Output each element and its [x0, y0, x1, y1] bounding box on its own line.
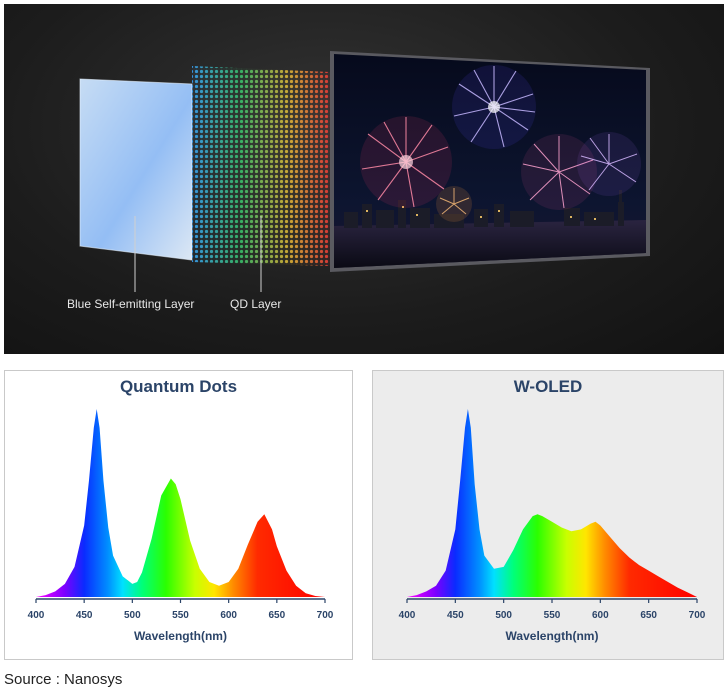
spectrum-area — [407, 409, 697, 597]
x-tick-label: 450 — [447, 610, 464, 621]
x-tick-label: 550 — [544, 610, 561, 621]
x-tick-label: 500 — [124, 610, 141, 621]
x-tick-label: 550 — [172, 610, 189, 621]
x-tick-label: 650 — [640, 610, 657, 621]
chart-title: W-OLED — [513, 377, 583, 396]
x-tick-label: 400 — [399, 610, 416, 621]
blue-layer-label: Blue Self-emitting Layer — [67, 297, 195, 311]
x-axis-title: Wavelength(nm) — [506, 629, 599, 643]
quantum-dots-chart: 400 450 500 550 600 650 700 Wavelength(nm) — [28, 409, 334, 643]
x-tick-label: 700 — [317, 610, 334, 621]
qd-layer-label: QD Layer — [230, 297, 282, 311]
x-axis-title: Wavelength(nm) — [134, 629, 227, 643]
hero-illustration: Blue Self-emitting Layer QD Layer — [4, 4, 724, 354]
x-tick-label: 450 — [76, 610, 93, 621]
x-tick-label: 400 — [28, 610, 45, 621]
x-tick-label: 650 — [268, 610, 285, 621]
quantum-dots-chart-panel: Quantum Dots 400 450 500 550 600 650 700 Wavele… — [4, 370, 353, 660]
fireworks — [360, 65, 641, 222]
w-oled-chart: 400 450 500 550 600 650 700 Wavelength(nm) — [399, 409, 706, 643]
x-tick-label: 500 — [495, 610, 512, 621]
chart-title: Quantum Dots — [119, 377, 238, 396]
blue-layer-panel — [80, 79, 192, 260]
tv-screen — [330, 51, 650, 272]
x-tick-label: 700 — [689, 610, 706, 621]
hero-scene — [79, 51, 650, 292]
spectrum-area — [36, 409, 325, 597]
w-oled-chart-panel: W-OLED 400 450 500 550 600 650 700 Wavelength(n… — [372, 370, 724, 660]
qd-layer-panel — [192, 66, 330, 266]
x-tick-label: 600 — [220, 610, 237, 621]
x-tick-label: 600 — [592, 610, 609, 621]
source-credit: Source : Nanosys — [4, 671, 123, 688]
